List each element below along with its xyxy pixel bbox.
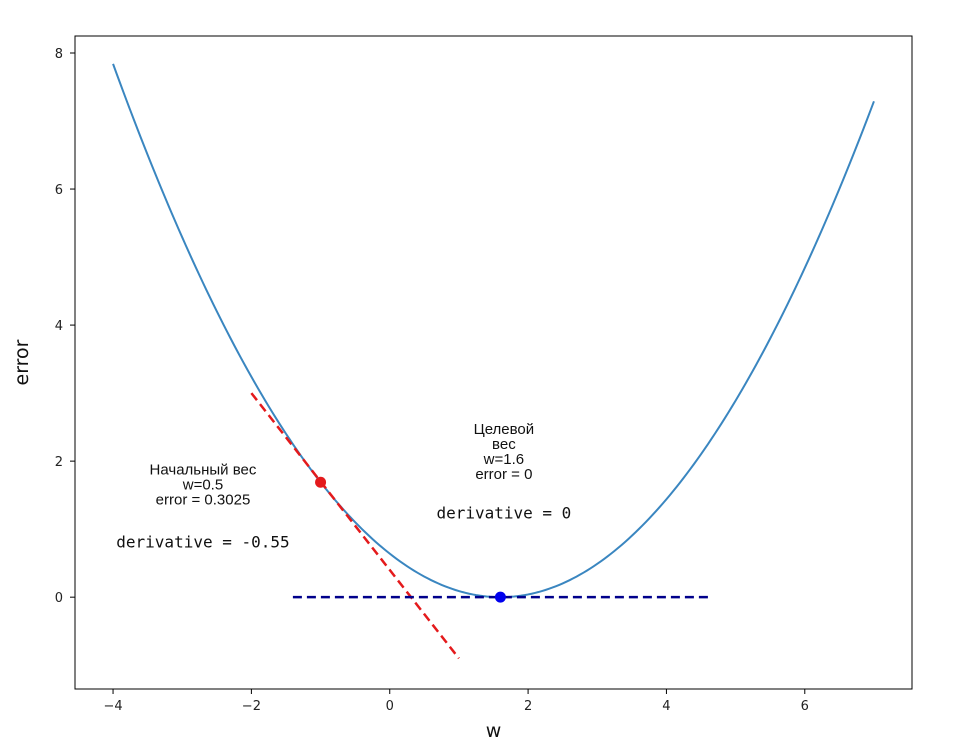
start-point — [315, 476, 327, 488]
x-tick-label: 6 — [801, 699, 809, 714]
x-axis-label: w — [486, 720, 502, 742]
x-tick-label: 4 — [662, 699, 670, 714]
y-tick-label: 4 — [55, 319, 63, 334]
annotation-text: w=0.5 — [182, 477, 223, 494]
x-tick-label: 0 — [386, 699, 394, 714]
x-tick-label: −2 — [242, 699, 261, 714]
annotation-text: Целевой — [474, 421, 535, 438]
plot-marks — [112, 63, 875, 660]
start-tangent-line — [250, 392, 460, 660]
plot-frame — [74, 35, 913, 690]
annotation-text: error = 0.3025 — [156, 492, 251, 509]
y-tick-label: 0 — [55, 591, 63, 606]
annotation-text: вес — [492, 436, 516, 453]
annotation-text: error = 0 — [475, 466, 532, 483]
x-tick-label: −4 — [103, 699, 122, 714]
annotation-text: Начальный вес — [150, 462, 257, 479]
axis-ticks: −4 −2 0 2 4 6 0 2 4 6 8 — [55, 47, 809, 714]
y-tick-label: 2 — [55, 455, 63, 470]
y-axis-label: error — [11, 339, 33, 385]
target-point — [494, 591, 506, 603]
annotation-text: derivative = -0.55 — [116, 533, 289, 552]
annotation-text: derivative = 0 — [436, 503, 571, 522]
x-tick-label: 2 — [524, 699, 532, 714]
y-tick-label: 8 — [55, 47, 63, 62]
annotation-text: w=1.6 — [483, 451, 524, 468]
y-tick-label: 6 — [55, 183, 63, 198]
